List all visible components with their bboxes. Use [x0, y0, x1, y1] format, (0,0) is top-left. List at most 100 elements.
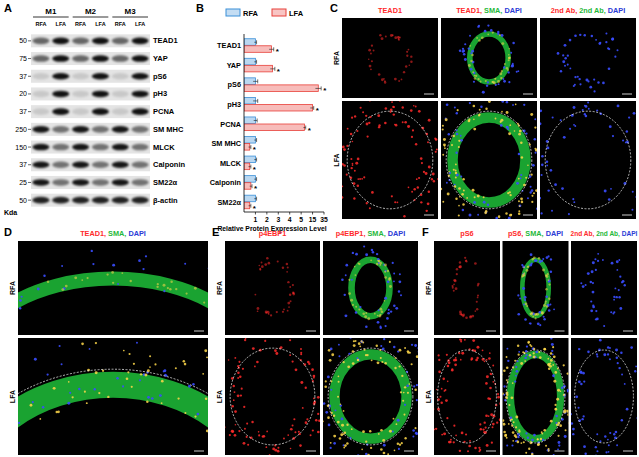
target-signal — [306, 418, 308, 420]
target-signal — [520, 142, 523, 145]
target-signal — [276, 311, 278, 313]
dapi-nucleus — [573, 201, 575, 203]
target-signal — [465, 433, 467, 435]
target-signal — [399, 444, 401, 446]
dapi-nucleus — [591, 35, 594, 38]
dapi-nucleus — [597, 260, 599, 262]
target-signal — [305, 387, 307, 389]
target-signal — [489, 352, 491, 354]
dapi-nucleus — [615, 348, 618, 351]
target-signal — [453, 283, 455, 285]
column-title: TEAD1, SMA, DAPI — [456, 6, 522, 15]
dapi-nucleus — [393, 273, 395, 275]
target-signal — [506, 437, 508, 439]
target-signal — [464, 339, 466, 341]
target-signal — [376, 345, 378, 347]
dapi-nucleus — [605, 32, 607, 34]
blot-band — [112, 179, 129, 186]
target-signal — [377, 361, 380, 364]
dapi-nucleus — [417, 347, 418, 349]
target-signal — [495, 78, 497, 80]
dapi-nucleus — [69, 392, 71, 394]
target-signal — [383, 452, 386, 455]
bar — [244, 85, 318, 92]
scale-bar — [194, 331, 204, 332]
target-signal — [455, 177, 457, 179]
error-bar — [249, 145, 251, 149]
target-signal — [175, 367, 177, 369]
dapi-nucleus — [517, 294, 519, 296]
dapi-nucleus — [635, 196, 636, 199]
dapi-nucleus — [399, 273, 401, 275]
target-signal — [477, 195, 480, 198]
dapi-nucleus — [578, 380, 581, 383]
target-signal — [378, 73, 381, 76]
dapi-nucleus — [516, 71, 518, 73]
target-signal — [512, 440, 514, 442]
target-signal — [552, 364, 554, 366]
target-signal — [447, 193, 450, 196]
dapi-nucleus — [469, 35, 471, 37]
row-label: RFA — [9, 281, 16, 295]
target-signal — [506, 379, 508, 381]
target-signal — [337, 421, 340, 424]
dapi-nucleus — [163, 370, 165, 372]
dapi-nucleus — [184, 263, 186, 265]
target-signal — [366, 123, 369, 126]
dapi-nucleus — [543, 318, 545, 320]
dapi-nucleus — [630, 346, 633, 349]
target-signal — [474, 447, 477, 450]
target-signal — [401, 375, 403, 377]
title-part: 2nd Ab, — [594, 230, 620, 238]
target-signal — [494, 78, 496, 80]
dapi-nucleus — [498, 83, 500, 85]
kda-marker: 50 — [19, 197, 27, 204]
dapi-nucleus — [459, 49, 462, 52]
micrograph — [540, 18, 636, 98]
target-signal — [447, 365, 450, 368]
dapi-nucleus — [577, 76, 579, 78]
dapi-nucleus — [592, 261, 595, 264]
dapi-nucleus — [159, 394, 162, 397]
dapi-nucleus — [535, 152, 537, 154]
target-signal — [184, 363, 187, 366]
target-signal — [126, 377, 129, 380]
target-signal — [459, 339, 461, 341]
title-part: DAPI — [126, 229, 145, 238]
dapi-nucleus — [328, 424, 331, 427]
target-signal — [330, 442, 332, 444]
target-signal — [354, 274, 356, 276]
target-signal — [567, 372, 569, 374]
dapi-nucleus — [603, 353, 606, 356]
target-signal — [517, 441, 520, 444]
dapi-nucleus — [383, 444, 386, 447]
dapi-nucleus — [564, 44, 567, 47]
dapi-nucleus — [541, 155, 544, 158]
target-signal — [451, 369, 454, 372]
dapi-nucleus — [621, 419, 623, 421]
target-signal — [518, 210, 520, 212]
protein-label: MLCK — [153, 143, 175, 152]
target-signal — [468, 120, 471, 123]
target-signal — [481, 36, 484, 39]
column-title: TEAD1, SMA, DAPI — [80, 229, 146, 238]
title-part: TEAD1, — [80, 229, 106, 238]
legend-label: RFA — [243, 9, 259, 18]
x-tick — [255, 212, 256, 215]
dapi-nucleus — [478, 25, 480, 27]
dapi-nucleus — [597, 253, 599, 255]
target-signal — [508, 48, 510, 50]
target-signal — [480, 428, 482, 430]
kda-tick — [28, 40, 31, 41]
dapi-nucleus — [163, 290, 165, 292]
dapi-nucleus — [517, 436, 519, 438]
target-signal — [466, 260, 468, 262]
target-signal — [292, 292, 295, 295]
scale-bar — [486, 331, 496, 332]
dapi-nucleus — [621, 374, 623, 376]
target-signal — [290, 448, 292, 450]
dapi-nucleus — [609, 347, 611, 349]
dapi-nucleus — [511, 64, 514, 67]
target-signal — [474, 77, 477, 80]
target-signal — [410, 109, 413, 112]
